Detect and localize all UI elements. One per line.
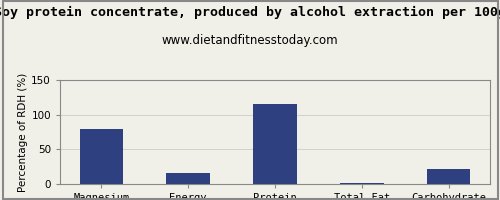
Bar: [80, 129, 123, 184]
Bar: [166, 173, 210, 184]
Y-axis label: Percentage of RDH (%): Percentage of RDH (%): [18, 72, 28, 192]
Bar: [340, 183, 384, 184]
Bar: [427, 169, 470, 184]
Text: Soy protein concentrate, produced by alcohol extraction per 100g: Soy protein concentrate, produced by alc…: [0, 6, 500, 19]
Bar: [254, 104, 296, 184]
Text: www.dietandfitnesstoday.com: www.dietandfitnesstoday.com: [162, 34, 338, 47]
